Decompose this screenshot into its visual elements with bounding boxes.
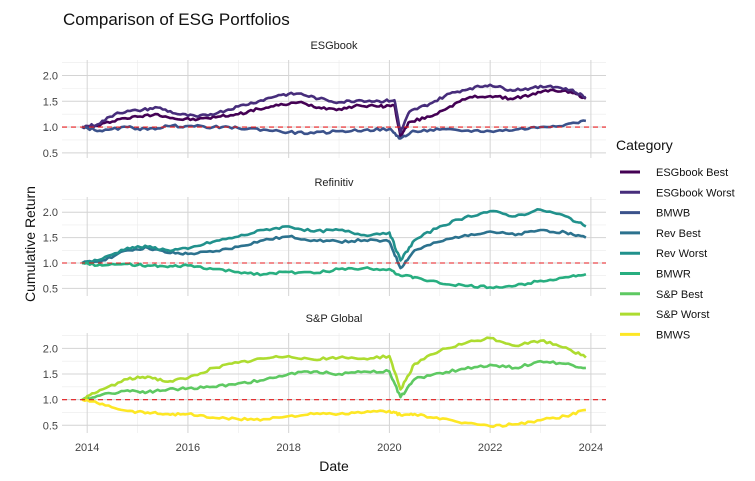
panel-strip-label: S&P Global — [306, 313, 363, 325]
chart-title: Comparison of ESG Portfolios — [63, 10, 290, 29]
series-line-sandp-best — [81, 359, 586, 401]
series-line-esgbook-best — [81, 88, 587, 138]
y-tick-label: 2.0 — [43, 207, 58, 219]
x-tick-label: 2024 — [579, 442, 603, 454]
legend-label-rev-worst: Rev Worst — [656, 248, 707, 260]
x-tick-label: 2014 — [75, 442, 99, 454]
panels-group: ESGbook 0.5 1.0 1.5 2.0 Refinitiv 0.5 1.0 1.5 2.0… — [43, 40, 606, 433]
y-tick-label: 1.0 — [43, 258, 58, 270]
y-tick-label: 1.5 — [43, 96, 58, 108]
y-tick-label: 2.0 — [43, 70, 58, 82]
x-axis-title: Date — [319, 458, 349, 474]
series-line-bmwr — [81, 261, 587, 290]
y-axis-title: Cumulative Return — [22, 186, 38, 302]
panel-strip-label: Refinitiv — [314, 177, 354, 189]
legend-label-bmws: BMWS — [656, 329, 690, 341]
y-tick-label: 1.0 — [43, 122, 58, 134]
y-tick-label: 1.5 — [43, 233, 58, 245]
panel-esgbook: ESGbook 0.5 1.0 1.5 2.0 — [43, 40, 606, 160]
legend-label-esgbook-worst: ESGbook Worst — [656, 187, 735, 199]
series-line-esgbook-worst — [82, 83, 587, 134]
x-tick-label: 2022 — [478, 442, 502, 454]
legend-label-sandp-worst: S&P Worst — [656, 309, 709, 321]
legend: Category ESGbook Best ESGbook Worst BMWB Re… — [616, 137, 735, 341]
y-tick-label: 0.5 — [43, 148, 58, 160]
y-tick-label: 1.0 — [43, 395, 58, 407]
legend-title: Category — [616, 137, 673, 153]
panel-refinitiv: Refinitiv 0.5 1.0 1.5 2.0 — [43, 177, 606, 296]
y-tick-label: 0.5 — [43, 420, 58, 432]
x-tick-label: 2016 — [176, 442, 200, 454]
series-line-bmwb — [81, 119, 587, 140]
legend-label-sandp-best: S&P Best — [656, 289, 703, 301]
legend-label-esgbook-best: ESGbook Best — [656, 167, 728, 179]
y-tick-label: 2.0 — [43, 343, 58, 355]
x-tick-label: 2018 — [276, 442, 300, 454]
legend-label-bmwr: BMWR — [656, 269, 691, 281]
panel-sandp-global: S&P Global 0.5 1.0 1.5 2.0 — [43, 313, 606, 433]
x-tick-label: 2020 — [377, 442, 401, 454]
legend-label-bmwb: BMWB — [656, 208, 690, 220]
panel-strip-label: ESGbook — [310, 40, 358, 52]
series-line-rev-worst — [81, 208, 587, 265]
y-tick-label: 0.5 — [43, 283, 58, 295]
series-line-bmws — [81, 398, 587, 429]
y-tick-label: 1.5 — [43, 369, 58, 381]
legend-label-rev-best: Rev Best — [656, 228, 701, 240]
series-line-sandp-worst — [82, 336, 587, 401]
x-axis-ticks: 2014 2016 2018 2020 2022 2024 — [75, 442, 603, 454]
